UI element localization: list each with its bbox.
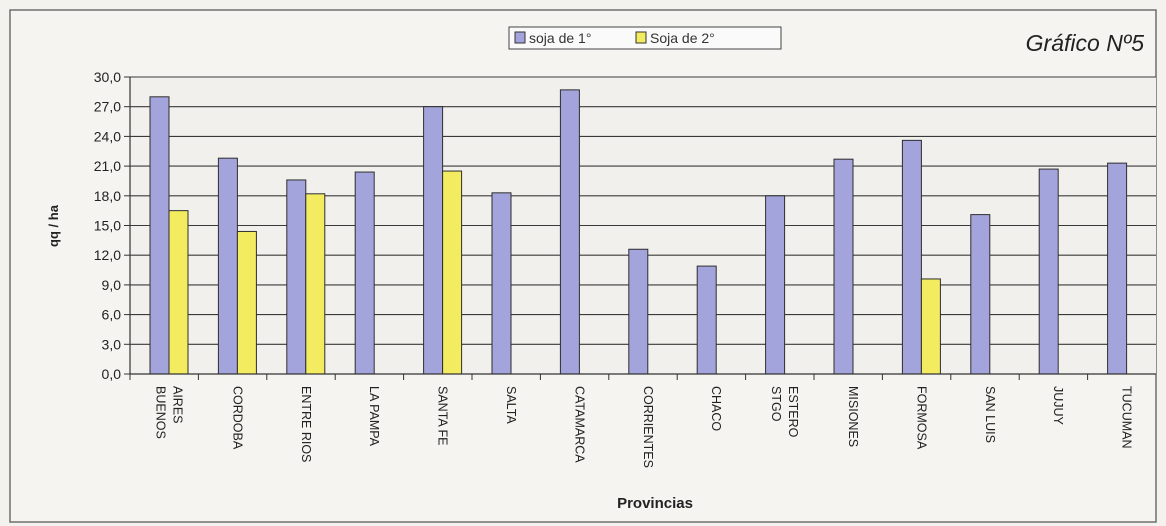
bar-series-1 bbox=[354, 171, 375, 375]
bar-series-1 bbox=[217, 157, 238, 375]
bar-series-2 bbox=[920, 278, 941, 375]
axes bbox=[129, 77, 1156, 380]
x-tick-label: ESTERO bbox=[786, 386, 800, 438]
y-tick-label: 3,0 bbox=[102, 336, 122, 352]
x-tick-label: CHACO bbox=[709, 386, 723, 431]
bars bbox=[149, 89, 1128, 375]
x-tick-label: CATAMARCA bbox=[572, 386, 586, 463]
x-tick-label: SAN LUIS bbox=[983, 386, 997, 443]
y-tick-label: 18,0 bbox=[94, 188, 121, 204]
y-tick-labels: 0,0 3,0 6,0 9,0 12,0 15,0 18,0 21,0 24,0 27,0 30,0 bbox=[94, 69, 121, 382]
x-tick-label: FORMOSA bbox=[914, 386, 928, 450]
legend-swatch-series-1 bbox=[514, 31, 526, 44]
y-tick-label: 0,0 bbox=[102, 366, 122, 382]
bar-series-1 bbox=[765, 195, 786, 375]
chart-title: Gráfico Nº5 bbox=[1026, 30, 1145, 56]
bar-series-2 bbox=[236, 230, 257, 375]
x-tick-label: AIRES bbox=[171, 386, 185, 424]
bar-series-1 bbox=[559, 89, 580, 375]
x-tick-label: CORDOBA bbox=[230, 386, 244, 450]
y-tick-label: 6,0 bbox=[102, 307, 122, 323]
bar-series-1 bbox=[149, 96, 170, 375]
x-tick-label: TUCUMAN bbox=[1120, 386, 1134, 449]
bar-series-1 bbox=[1038, 168, 1059, 375]
y-tick-label: 30,0 bbox=[94, 69, 121, 85]
legend-label-series-2: Soja de 2° bbox=[650, 30, 715, 46]
x-tick-label: LA PAMPA bbox=[367, 386, 381, 447]
y-tick-label: 21,0 bbox=[94, 158, 121, 174]
x-tick-label: CORRIENTES bbox=[641, 386, 655, 468]
x-tick-label: BUENOS bbox=[154, 386, 168, 439]
x-axis-label: Provincias bbox=[617, 495, 693, 512]
bar-series-2 bbox=[305, 193, 326, 375]
x-tick-label: JUJUY bbox=[1051, 386, 1065, 426]
bar-series-2 bbox=[168, 210, 189, 375]
y-tick-label: 27,0 bbox=[94, 99, 121, 115]
y-axis-label: qq / ha bbox=[46, 204, 61, 247]
bar-series-1 bbox=[833, 158, 854, 375]
y-tick-label: 15,0 bbox=[94, 218, 121, 234]
bar-series-1 bbox=[901, 139, 922, 375]
x-tick-labels: BUENOS AIRES CORDOBA ENTRE RIOS LA PAMPA SANT… bbox=[154, 386, 1134, 468]
bar-series-1 bbox=[423, 106, 444, 375]
bar-series-1 bbox=[696, 265, 717, 375]
bar-series-1 bbox=[970, 214, 991, 375]
y-tick-label: 12,0 bbox=[94, 247, 121, 263]
bar-series-1 bbox=[1107, 162, 1128, 375]
x-tick-label: STGO bbox=[769, 386, 783, 422]
legend-label-series-1: soja de 1° bbox=[529, 30, 591, 46]
y-tick-label: 9,0 bbox=[102, 277, 122, 293]
bar-series-1 bbox=[628, 248, 649, 375]
bar-series-1 bbox=[286, 179, 307, 375]
x-tick-label: SALTA bbox=[504, 386, 518, 424]
bar-series-1 bbox=[491, 192, 512, 375]
x-tick-label: ENTRE RIOS bbox=[299, 386, 313, 462]
y-tick-label: 24,0 bbox=[94, 128, 121, 144]
x-tick-label: MISIONES bbox=[846, 386, 860, 447]
x-tick-label: SANTA FE bbox=[436, 386, 450, 446]
bar-series-2 bbox=[442, 170, 463, 375]
legend-swatch-series-2 bbox=[635, 31, 647, 44]
legend: soja de 1° Soja de 2° bbox=[508, 26, 782, 50]
